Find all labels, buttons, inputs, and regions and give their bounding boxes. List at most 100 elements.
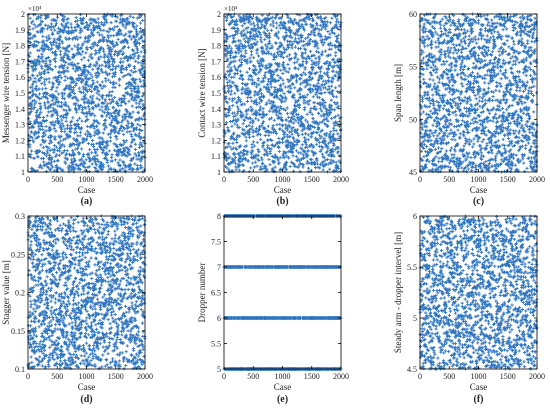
data-point [103, 128, 106, 131]
data-point [116, 15, 119, 18]
data-point [78, 87, 81, 90]
data-point [66, 124, 69, 127]
data-point [53, 160, 56, 163]
data-point [133, 67, 136, 70]
data-point [107, 164, 110, 167]
data-point [57, 92, 60, 95]
data-point [91, 163, 94, 166]
data-point [81, 50, 84, 53]
data-point [96, 44, 99, 47]
data-point [69, 124, 72, 127]
data-point [85, 115, 88, 118]
data-point [93, 127, 96, 130]
data-point [122, 133, 125, 136]
data-point [54, 65, 57, 68]
data-point [114, 50, 117, 53]
data-point [111, 68, 114, 71]
data-point [100, 68, 103, 71]
data-point [72, 67, 75, 70]
data-point [119, 50, 122, 53]
data-point [82, 153, 85, 156]
data-point [55, 145, 58, 148]
data-point [104, 79, 107, 82]
data-point [66, 149, 69, 152]
data-point [48, 154, 51, 157]
data-point [101, 105, 104, 108]
data-point [134, 143, 137, 146]
data-point [89, 21, 92, 24]
data-point [55, 86, 58, 89]
data-point [88, 88, 91, 91]
data-point [66, 66, 69, 69]
data-point [87, 59, 90, 62]
data-point [125, 139, 128, 142]
data-point [122, 67, 125, 70]
data-point [108, 91, 111, 94]
data-point [131, 104, 134, 107]
data-point [60, 118, 63, 121]
data-point [113, 96, 116, 99]
data-point [82, 91, 85, 94]
data-point [102, 50, 105, 53]
data-point [86, 125, 89, 128]
data-point [109, 81, 112, 84]
data-point [41, 87, 44, 90]
data-point [39, 143, 42, 146]
data-point [134, 148, 137, 151]
data-point [102, 131, 105, 134]
data-point [54, 129, 57, 132]
data-point [40, 82, 43, 85]
data-point [43, 80, 46, 83]
data-point [119, 104, 122, 107]
data-point [118, 158, 121, 161]
data-point [62, 46, 65, 49]
data-point [53, 144, 56, 147]
data-point [97, 21, 100, 24]
data-point [124, 26, 127, 29]
data-point [135, 24, 138, 27]
data-point [88, 170, 91, 173]
data-point [113, 53, 116, 56]
data-point [80, 119, 83, 122]
data-point [91, 97, 94, 100]
data-point [44, 95, 47, 98]
data-point [107, 78, 110, 81]
data-point [51, 99, 54, 102]
data-point [59, 50, 62, 53]
data-point [84, 133, 87, 136]
data-point [103, 111, 106, 114]
data-point [63, 149, 66, 152]
data-point [38, 49, 41, 52]
data-point [42, 116, 45, 119]
data-point [56, 159, 59, 162]
data-point [80, 147, 83, 150]
data-point [101, 80, 104, 83]
data-point [102, 29, 105, 32]
data-point [90, 90, 93, 93]
data-point [29, 51, 32, 54]
data-point [56, 159, 59, 162]
data-point [126, 130, 129, 133]
data-point [100, 33, 103, 36]
data-point [96, 80, 99, 83]
data-point [42, 146, 45, 149]
data-point [79, 13, 82, 16]
data-point [48, 77, 51, 80]
data-point [73, 131, 76, 134]
data-point [53, 127, 56, 130]
data-point [111, 90, 114, 93]
data-point [59, 53, 62, 56]
data-point [66, 70, 69, 73]
data-point [76, 119, 79, 122]
data-point [127, 100, 130, 103]
data-point [78, 117, 81, 120]
data-point [46, 114, 49, 117]
data-point [36, 74, 39, 77]
data-point [75, 16, 78, 19]
data-point [63, 127, 66, 130]
panel-a: 11.11.21.31.41.51.61.71.81.920 500 1000 150… [1, 5, 153, 207]
data-point [113, 25, 116, 28]
data-point [110, 153, 113, 156]
data-point [28, 120, 31, 123]
